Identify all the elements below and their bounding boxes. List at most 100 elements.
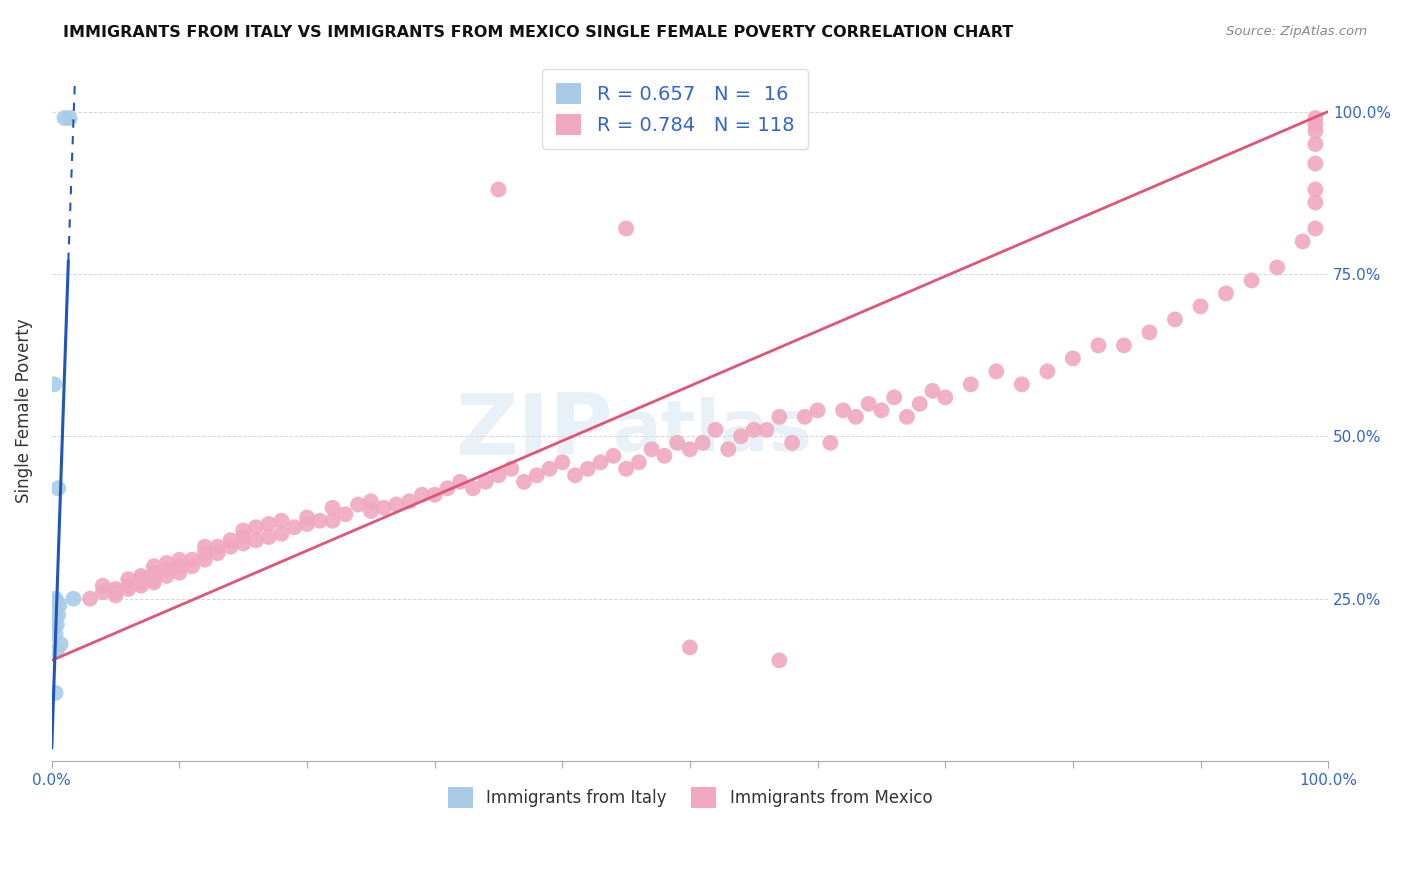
Point [207, 540, 229, 554]
Point [564, 468, 586, 483]
Point [194, 552, 217, 566]
Text: atlas: atlas [613, 397, 813, 466]
Point [219, 533, 242, 548]
Point [806, 403, 828, 417]
Point [117, 579, 139, 593]
Point [373, 500, 395, 515]
Point [194, 546, 217, 560]
Point [679, 442, 702, 457]
Point [501, 462, 523, 476]
Point [322, 514, 344, 528]
Point [46, 607, 69, 622]
Point [45, 627, 67, 641]
Point [347, 498, 370, 512]
Point [156, 562, 179, 576]
Point [742, 423, 765, 437]
Point [1305, 111, 1327, 125]
Point [1011, 377, 1033, 392]
Point [793, 409, 815, 424]
Point [1265, 260, 1288, 275]
Point [169, 552, 191, 566]
Point [91, 579, 114, 593]
Point [1087, 338, 1109, 352]
Point [257, 530, 280, 544]
Text: IMMIGRANTS FROM ITALY VS IMMIGRANTS FROM MEXICO SINGLE FEMALE POVERTY CORRELATIO: IMMIGRANTS FROM ITALY VS IMMIGRANTS FROM… [63, 25, 1014, 40]
Point [934, 390, 956, 404]
Point [129, 572, 152, 586]
Point [156, 556, 179, 570]
Point [295, 510, 318, 524]
Point [1139, 326, 1161, 340]
Point [896, 409, 918, 424]
Point [45, 686, 67, 700]
Point [986, 364, 1008, 378]
Point [308, 514, 330, 528]
Point [44, 621, 66, 635]
Point [59, 111, 82, 125]
Point [142, 559, 165, 574]
Point [602, 449, 624, 463]
Point [513, 475, 536, 489]
Point [614, 462, 637, 476]
Point [142, 575, 165, 590]
Point [1240, 273, 1263, 287]
Point [1305, 124, 1327, 138]
Point [1062, 351, 1084, 366]
Point [44, 377, 66, 392]
Point [820, 435, 842, 450]
Point [45, 643, 67, 657]
Point [1305, 118, 1327, 132]
Point [768, 653, 790, 667]
Point [181, 559, 204, 574]
Point [129, 579, 152, 593]
Point [654, 449, 676, 463]
Point [46, 481, 69, 495]
Point [1291, 235, 1313, 249]
Point [142, 572, 165, 586]
Point [423, 488, 446, 502]
Point [692, 435, 714, 450]
Point [45, 595, 67, 609]
Point [91, 585, 114, 599]
Point [640, 442, 662, 457]
Point [322, 500, 344, 515]
Point [48, 598, 70, 612]
Point [181, 552, 204, 566]
Point [45, 617, 67, 632]
Point [551, 455, 574, 469]
Point [755, 423, 778, 437]
Point [45, 611, 67, 625]
Point [129, 575, 152, 590]
Point [53, 111, 76, 125]
Point [1189, 300, 1212, 314]
Point [411, 488, 433, 502]
Point [104, 585, 127, 599]
Point [845, 409, 868, 424]
Point [169, 566, 191, 580]
Point [283, 520, 305, 534]
Point [589, 455, 612, 469]
Point [385, 498, 408, 512]
Point [207, 546, 229, 560]
Point [1215, 286, 1237, 301]
Point [1305, 182, 1327, 196]
Point [245, 520, 267, 534]
Point [49, 637, 72, 651]
Point [576, 462, 599, 476]
Legend: Immigrants from Italy, Immigrants from Mexico: Immigrants from Italy, Immigrants from M… [439, 779, 941, 816]
Point [679, 640, 702, 655]
Point [142, 566, 165, 580]
Point [1036, 364, 1059, 378]
Point [717, 442, 740, 457]
Point [45, 591, 67, 606]
Point [921, 384, 943, 398]
Point [169, 559, 191, 574]
Point [104, 589, 127, 603]
Point [959, 377, 981, 392]
Point [474, 475, 496, 489]
Point [232, 530, 254, 544]
Point [768, 409, 790, 424]
Text: Source: ZipAtlas.com: Source: ZipAtlas.com [1226, 25, 1367, 38]
Point [870, 403, 893, 417]
Point [883, 390, 905, 404]
